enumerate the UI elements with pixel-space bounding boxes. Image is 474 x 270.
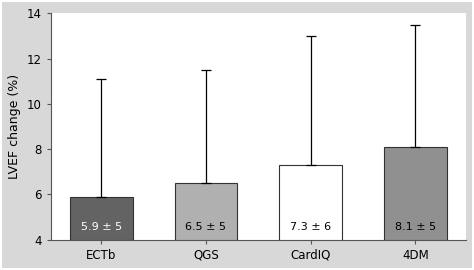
Y-axis label: LVEF change (%): LVEF change (%) [9,74,21,179]
Text: 8.1 ± 5: 8.1 ± 5 [395,222,436,232]
Bar [384,147,447,240]
Bar [279,165,342,240]
Bar [174,183,237,240]
Text: 6.5 ± 5: 6.5 ± 5 [185,222,227,232]
Text: 5.9 ± 5: 5.9 ± 5 [81,222,122,232]
Text: 7.3 ± 6: 7.3 ± 6 [290,222,331,232]
Bar [70,197,133,240]
